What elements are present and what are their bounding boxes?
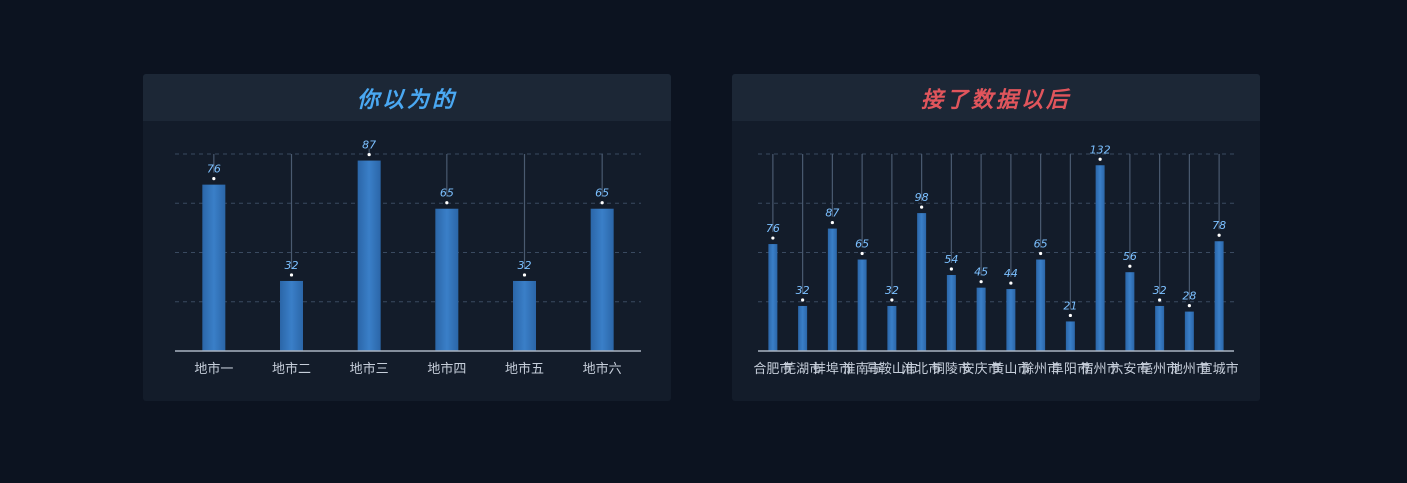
- bar-value-label: 32: [885, 284, 899, 297]
- bar-value-label: 78: [1212, 219, 1226, 232]
- bar-marker-dot: [1068, 313, 1072, 318]
- bar-value-label: 45: [974, 266, 988, 279]
- bar-marker-dot: [1098, 157, 1102, 161]
- bar-marker-dot: [890, 298, 894, 302]
- chart-header-left: 你以为的: [143, 74, 671, 121]
- bar: [827, 228, 837, 351]
- bar-value-label: 32: [1153, 284, 1167, 297]
- bar-value-label: 132: [1090, 143, 1111, 156]
- bar: [887, 305, 897, 351]
- bar: [435, 208, 459, 351]
- x-tick-label: 淮北市: [902, 361, 941, 377]
- bar-marker-dot: [600, 201, 604, 205]
- x-tick-label: 地市四: [427, 361, 466, 377]
- x-tick-label: 地市一: [194, 361, 233, 377]
- x-tick-label: 铜陵市: [932, 361, 971, 377]
- bar-marker-dot: [860, 251, 864, 256]
- x-tick-label: 芜湖市: [783, 361, 822, 377]
- bar-value-label: 21: [1063, 299, 1077, 312]
- bar-value-label: 44: [1004, 267, 1018, 280]
- x-tick-label: 蚌埠市: [813, 361, 852, 377]
- bar-value-label: 65: [1034, 238, 1048, 251]
- bar-marker-dot: [949, 267, 953, 271]
- bar-marker-dot: [920, 205, 924, 209]
- bar: [917, 213, 927, 351]
- x-tick-label: 地市二: [272, 361, 311, 377]
- bar-value-label: 32: [518, 259, 532, 272]
- bar: [590, 208, 614, 351]
- bar-marker-dot: [1158, 298, 1162, 302]
- chart-panel-right: 接了数据以后 76 合肥市 32 芜湖市 87 蚌埠市 65 淮南市 32 马鞍山市 98 淮北市 54…: [732, 74, 1260, 401]
- x-tick-label: 淮南市: [843, 361, 882, 377]
- x-tick-label: 宿州市: [1081, 361, 1120, 377]
- x-tick-label: 地市三: [350, 361, 389, 377]
- chart-title-left: 你以为的: [356, 87, 457, 113]
- bar: [946, 275, 956, 351]
- x-tick-label: 安庆市: [962, 361, 1001, 377]
- x-tick-label: 地市六: [583, 361, 622, 377]
- x-tick-label: 亳州市: [1140, 361, 1179, 377]
- bar-marker-dot: [801, 298, 805, 302]
- x-tick-label: 滁州市: [1021, 361, 1060, 377]
- bar-value-label: 56: [1123, 250, 1137, 263]
- bar-value-label: 65: [440, 187, 454, 200]
- bar-value-label: 32: [796, 284, 810, 297]
- bar-marker-dot: [771, 236, 775, 240]
- bar: [1095, 165, 1105, 351]
- bar-marker-dot: [979, 280, 983, 284]
- bar-marker-dot: [522, 273, 527, 277]
- bar-marker-dot: [445, 201, 449, 205]
- bar-value-label: 32: [285, 259, 299, 272]
- bar-value-label: 87: [825, 207, 839, 220]
- bar: [768, 244, 778, 351]
- bar: [976, 287, 986, 351]
- bar-value-label: 76: [207, 163, 221, 176]
- bar-marker-dot: [1128, 264, 1132, 268]
- bar-marker-dot: [1039, 251, 1043, 256]
- bar: [357, 160, 381, 351]
- x-tick-label: 地市五: [505, 361, 544, 377]
- bar-value-label: 76: [766, 222, 780, 235]
- bar: [1184, 311, 1194, 351]
- bar-marker-dot: [1009, 281, 1013, 285]
- bar: [513, 280, 536, 351]
- bar-value-label: 65: [595, 187, 609, 200]
- bar-marker-dot: [1187, 304, 1191, 308]
- bar-marker-dot: [212, 177, 216, 181]
- bar: [798, 305, 808, 351]
- bar-value-label: 54: [944, 253, 958, 266]
- bar-value-label: 87: [362, 139, 376, 152]
- bar: [1036, 259, 1046, 351]
- bar: [1214, 241, 1224, 351]
- bar-marker-dot: [830, 220, 834, 225]
- x-tick-label: 六安市: [1110, 361, 1149, 377]
- bar: [1006, 289, 1016, 351]
- chart-panel-left: 你以为的 76 地市一 32 地市二 87 地市三 65 地市四 32 地市五 65 地市六: [143, 74, 671, 401]
- bar-chart-right: 76 合肥市 32 芜湖市 87 蚌埠市 65 淮南市 32 马鞍山市 98 淮北市 54 铜陵市 45 安庆…: [753, 143, 1239, 377]
- x-tick-label: 宣城市: [1200, 361, 1239, 377]
- x-tick-label: 黄山市: [991, 361, 1030, 377]
- bar: [1125, 272, 1135, 351]
- bar-value-label: 28: [1182, 290, 1196, 303]
- bar-value-label: 65: [855, 238, 869, 251]
- x-tick-label: 马鞍山市: [866, 361, 918, 377]
- bar: [857, 259, 867, 351]
- chart-header-right: 接了数据以后: [732, 74, 1260, 121]
- bar-marker-dot: [1217, 233, 1221, 237]
- bar: [202, 184, 226, 351]
- bar: [1065, 321, 1075, 351]
- bar: [280, 280, 303, 351]
- bar-marker-dot: [367, 152, 371, 157]
- bar-value-label: 98: [915, 191, 929, 204]
- x-tick-label: 合肥市: [753, 361, 792, 377]
- chart-title-right: 接了数据以后: [920, 87, 1071, 113]
- x-tick-label: 池州市: [1170, 361, 1209, 377]
- x-tick-label: 阜阳市: [1051, 361, 1090, 377]
- bar-marker-dot: [289, 273, 294, 277]
- bar-chart-left: 76 地市一 32 地市二 87 地市三 65 地市四 32 地市五 65 地市六: [175, 139, 641, 377]
- bar: [1155, 305, 1165, 351]
